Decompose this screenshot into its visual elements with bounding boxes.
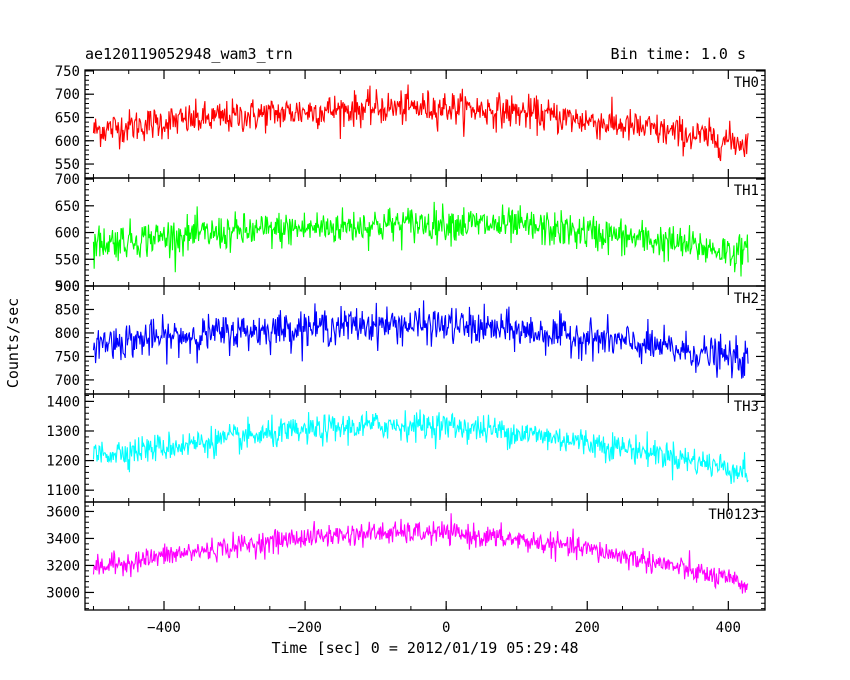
panel-frame	[84, 501, 766, 611]
y-tick-label: 800	[55, 326, 80, 342]
y-tick-label: 700	[55, 87, 80, 103]
x-tick-label: −200	[288, 620, 322, 636]
panel-frame	[84, 393, 766, 503]
y-tick-label: 3000	[46, 585, 80, 601]
panel-label-th0123: TH0123	[708, 507, 759, 523]
panel-label-th0: TH0	[734, 75, 759, 91]
series-line-th0123	[92, 513, 749, 594]
x-tick-label: 0	[442, 620, 450, 636]
y-tick-label: 1100	[46, 483, 80, 499]
x-tick-label: 200	[575, 620, 600, 636]
panels-group: 550600650700750TH0500550600650700TH17007…	[46, 64, 766, 636]
series-line-th1	[92, 201, 749, 277]
y-tick-label: 3600	[46, 504, 80, 520]
x-tick-label: −400	[147, 620, 181, 636]
x-tick-label: 400	[716, 620, 741, 636]
y-tick-label: 550	[55, 157, 80, 173]
x-axis-label: Time [sec] 0 = 2012/01/19 05:29:48	[271, 639, 578, 657]
panel-label-th3: TH3	[734, 399, 759, 415]
y-tick-label: 850	[55, 302, 80, 318]
y-tick-label: 3200	[46, 558, 80, 574]
y-tick-label: 550	[55, 252, 80, 268]
y-tick-label: 600	[55, 134, 80, 150]
y-tick-label: 650	[55, 110, 80, 126]
y-tick-label: 700	[55, 373, 80, 389]
y-tick-label: 700	[55, 172, 80, 188]
series-line-th3	[92, 409, 749, 484]
bin-time-label: Bin time: 1.0 s	[611, 45, 746, 63]
panel-th3: 1100 1200 1300 1400 TH3	[46, 393, 766, 503]
panel-th0: 550 600 650 700 750 TH0	[55, 64, 766, 179]
panel-label-th1: TH1	[734, 183, 759, 199]
y-tick-label: 3400	[46, 531, 80, 547]
y-tick-label: 500	[55, 279, 80, 295]
figure-title: ae120119052948_wam3_trn	[85, 45, 293, 63]
y-tick-label: 750	[55, 349, 80, 365]
y-tick-label: 750	[55, 64, 80, 80]
panel-th1: 500 550 600 650 700 TH1	[55, 172, 766, 295]
y-axis-label: Counts/sec	[4, 298, 22, 388]
series-line-th0	[92, 84, 749, 162]
panel-th2: 700 750 800 850 900 TH2	[55, 279, 766, 395]
series-line-th2	[92, 300, 749, 379]
y-tick-label: 1300	[46, 424, 80, 440]
y-tick-label: 900	[55, 279, 80, 295]
panel-label-th2: TH2	[734, 291, 759, 307]
y-tick-label: 600	[55, 226, 80, 242]
y-tick-label: 650	[55, 199, 80, 215]
panel-th0123: 3000 3200 3400 3600 TH0123 −400 −200 0 200 400	[46, 501, 766, 636]
y-tick-label: 1400	[46, 394, 80, 410]
y-tick-label: 1200	[46, 454, 80, 470]
